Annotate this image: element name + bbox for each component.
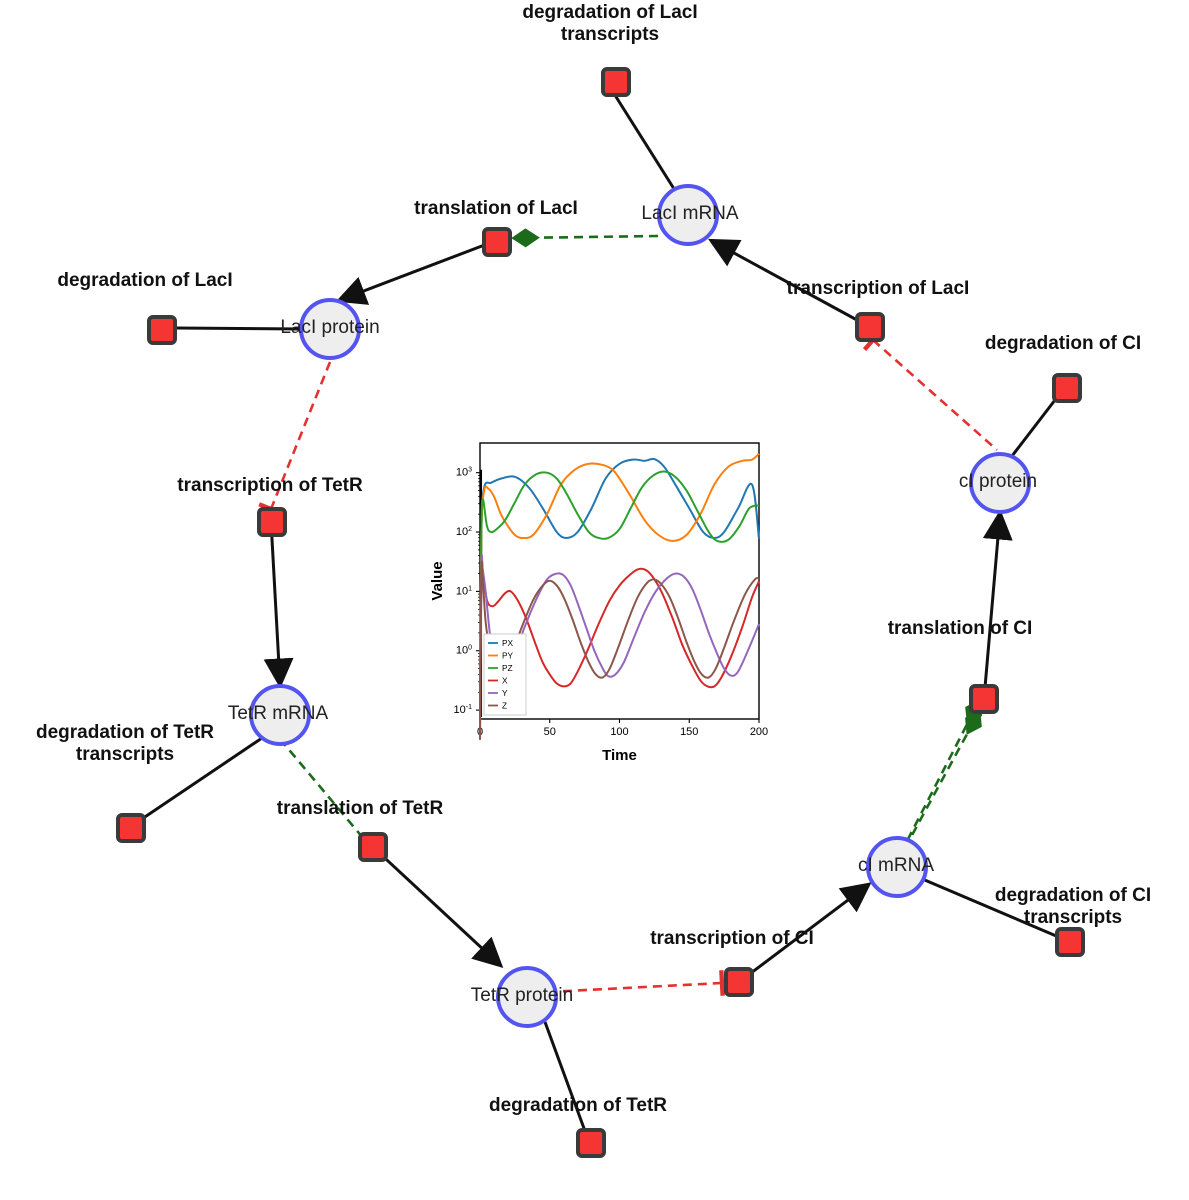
svg-text:50: 50 (544, 726, 556, 738)
svg-text:200: 200 (750, 726, 768, 738)
svg-text:PZ: PZ (502, 663, 513, 673)
svg-text:101: 101 (456, 585, 472, 597)
svg-text:150: 150 (680, 726, 698, 738)
svg-text:PX: PX (502, 638, 514, 648)
svg-text:Y: Y (502, 688, 508, 698)
svg-text:102: 102 (456, 526, 472, 538)
svg-text:100: 100 (456, 645, 472, 657)
svg-text:X: X (502, 676, 508, 686)
svg-text:10-1: 10-1 (454, 704, 473, 716)
svg-text:103: 103 (456, 467, 472, 479)
svg-text:Z: Z (502, 701, 507, 711)
svg-text:Value: Value (430, 561, 446, 600)
svg-text:Time: Time (602, 747, 637, 764)
svg-text:100: 100 (610, 726, 628, 738)
svg-text:PY: PY (502, 651, 514, 661)
